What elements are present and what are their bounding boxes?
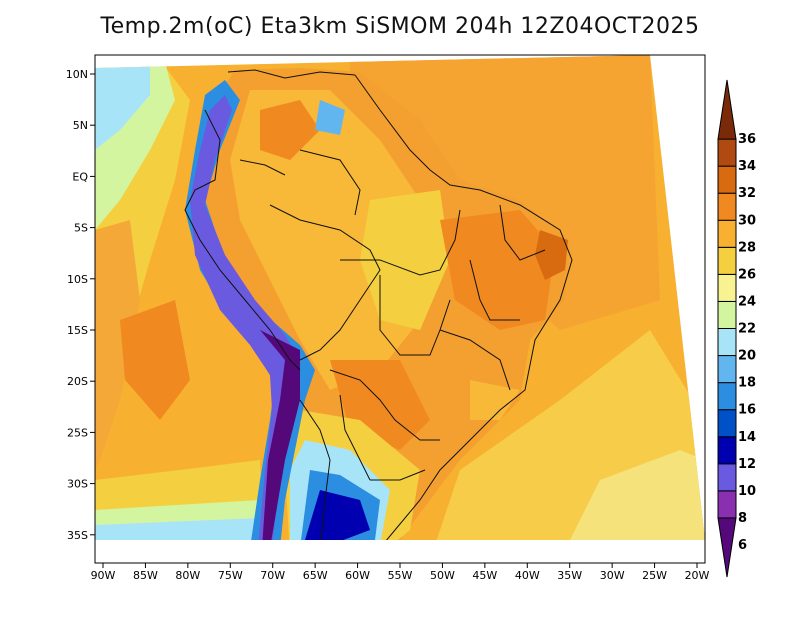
lat-tick-label: 25S [67,426,88,439]
colorbar-label: 14 [738,430,756,445]
colorbar-label: 24 [738,294,756,309]
lat-tick-label: 20S [67,375,88,388]
plot-frame [94,54,706,564]
colorbar-label: 22 [738,322,756,337]
colorbar-swatch [717,273,737,302]
colorbar-label: 28 [738,240,756,255]
lon-tick-label: 65W [303,569,328,582]
colorbar-label: 20 [738,349,756,364]
lon-tick-label: 90W [91,569,116,582]
colorbar-label: 26 [738,267,756,282]
lon-tick-label: 75W [218,569,243,582]
colorbar-label: 36 [738,132,756,147]
colorbar-swatch [717,328,737,357]
colorbar-label: 16 [738,403,756,418]
colorbar-swatch [717,79,737,140]
colorbar-swatch [717,300,737,329]
colorbar-label: 6 [738,538,747,553]
colorbar-swatch [717,490,737,519]
colorbar-swatch [717,192,737,221]
lat-tick-label: 10N [66,68,88,81]
colorbar-swatch [717,138,737,167]
lon-tick-label: 40W [515,569,540,582]
lon-tick-label: 20W [685,569,710,582]
colorbar-label: 32 [738,186,756,201]
colorbar-swatch [717,436,737,465]
lon-tick-label: 70W [260,569,285,582]
lon-tick-label: 35W [557,569,582,582]
latitude-axis: 10N 5N EQ 5S 10S 15S 20S 25S 30S 35S [66,68,95,542]
colorbar-swatch [717,463,737,492]
colorbar-swatch [717,219,737,248]
lon-tick-label: 45W [472,569,497,582]
colorbar-label: 18 [738,376,756,391]
lat-tick-label: 10S [67,273,88,286]
lon-tick-label: 85W [133,569,158,582]
lon-tick-label: 60W [345,569,370,582]
lat-tick-label: 30S [67,478,88,491]
map-title: Temp.2m(oC) Eta3km SiSMOM 204h 12Z04OCT2… [100,14,700,39]
longitude-axis: 90W 85W 80W 75W 70W 65W 60W 55W 50W 45W 40W 35W 30W 2… [91,563,710,582]
colorbar-label: 8 [738,511,747,526]
colorbar: 6 8 10 12 14 16 18 20 22 24 26 28 30 32 34 36 [717,79,756,578]
lat-tick-label: 5S [74,222,88,235]
lon-tick-label: 55W [388,569,413,582]
colorbar-label: 12 [738,457,756,472]
lon-tick-label: 25W [642,569,667,582]
colorbar-swatch [717,409,737,438]
colorbar-swatch [717,517,737,578]
lon-tick-label: 50W [430,569,455,582]
colorbar-swatch [717,355,737,384]
lon-tick-label: 30W [600,569,625,582]
colorbar-swatch [717,246,737,275]
temperature-field [95,55,705,540]
lat-tick-label: EQ [72,170,88,183]
boundaries [184,69,573,540]
colorbar-label: 30 [738,213,756,228]
colorbar-label: 34 [738,159,756,174]
lat-tick-label: 5N [73,119,88,132]
colorbar-label: 10 [738,484,756,499]
lon-tick-label: 80W [175,569,200,582]
lat-tick-label: 35S [67,529,88,542]
colorbar-swatch [717,165,737,194]
lat-tick-label: 15S [67,324,88,337]
colorbar-swatch [717,382,737,411]
